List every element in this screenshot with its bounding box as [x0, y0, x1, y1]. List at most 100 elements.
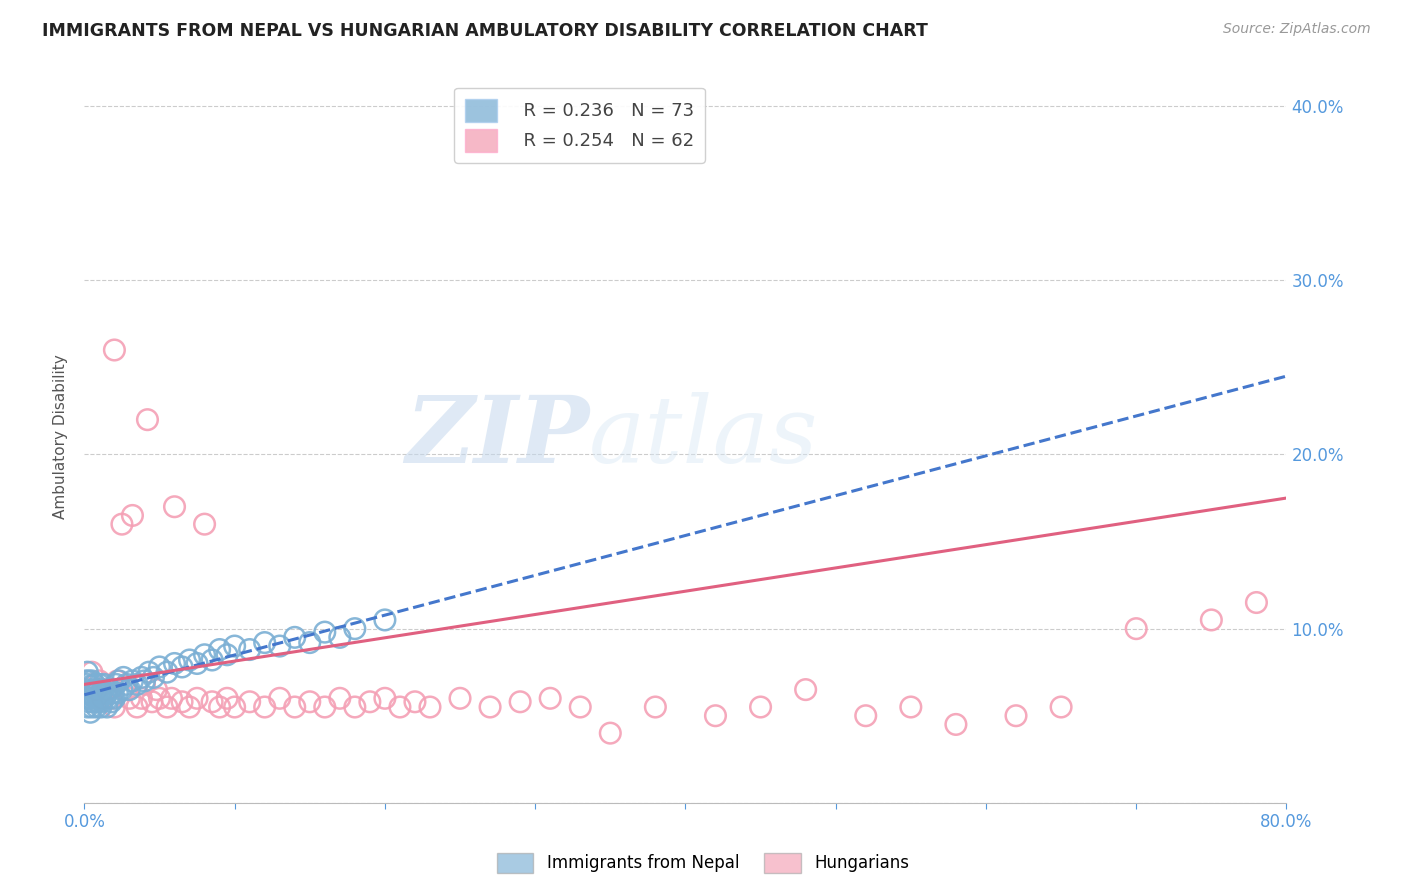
Point [239, 642, 262, 657]
Point [121, 673, 143, 688]
Point [269, 691, 291, 706]
Point [141, 695, 163, 709]
Point [87, 695, 110, 709]
Point [79, 679, 101, 693]
Point [91, 682, 114, 697]
Point [284, 631, 307, 645]
Point [89, 673, 111, 688]
Point [329, 631, 352, 645]
Point [343, 622, 366, 636]
Point [136, 412, 159, 426]
Point [100, 695, 122, 709]
Point [118, 691, 141, 706]
Point [76, 677, 98, 691]
Text: atlas: atlas [589, 392, 818, 482]
Point [194, 648, 217, 662]
Point [359, 695, 381, 709]
Point [186, 657, 208, 671]
Point [374, 691, 396, 706]
Point [76, 691, 98, 706]
Point [98, 682, 121, 697]
Point [115, 682, 138, 697]
Point [179, 653, 201, 667]
Point [90, 686, 112, 700]
Point [449, 691, 471, 706]
Point [80, 665, 103, 680]
Point [479, 700, 502, 714]
Point [329, 691, 352, 706]
Point [75, 673, 97, 688]
Point [148, 691, 170, 706]
Point [75, 682, 97, 697]
Point [80, 673, 103, 688]
Point [77, 695, 100, 709]
Point [599, 726, 621, 740]
Point [125, 677, 148, 691]
Point [284, 700, 307, 714]
Point [900, 700, 922, 714]
Legend:   R = 0.236   N = 73,   R = 0.254   N = 62: R = 0.236 N = 73, R = 0.254 N = 62 [454, 87, 704, 163]
Point [343, 700, 366, 714]
Legend: Immigrants from Nepal, Hungarians: Immigrants from Nepal, Hungarians [491, 847, 915, 880]
Point [134, 673, 156, 688]
Point [208, 642, 231, 657]
Point [156, 700, 179, 714]
Point [749, 700, 772, 714]
Point [93, 691, 115, 706]
Point [298, 635, 321, 649]
Point [118, 682, 141, 697]
Point [107, 673, 129, 688]
Point [224, 700, 246, 714]
Point [1246, 595, 1268, 609]
Point [644, 700, 666, 714]
Point [82, 682, 104, 697]
Point [80, 688, 103, 702]
Point [224, 639, 246, 653]
Point [76, 700, 98, 714]
Point [103, 691, 125, 706]
Point [170, 660, 193, 674]
Point [111, 682, 134, 697]
Point [101, 686, 124, 700]
Point [269, 639, 291, 653]
Text: Source: ZipAtlas.com: Source: ZipAtlas.com [1223, 22, 1371, 37]
Point [239, 695, 262, 709]
Point [163, 657, 186, 671]
Point [91, 695, 114, 709]
Point [148, 660, 170, 674]
Point [855, 708, 877, 723]
Point [79, 691, 101, 706]
Point [90, 700, 112, 714]
Point [103, 343, 125, 357]
Point [96, 682, 118, 697]
Point [186, 691, 208, 706]
Point [100, 691, 122, 706]
Point [86, 700, 108, 714]
Point [75, 691, 97, 706]
Y-axis label: Ambulatory Disability: Ambulatory Disability [53, 355, 69, 519]
Point [163, 500, 186, 514]
Point [419, 700, 441, 714]
Point [80, 700, 103, 714]
Point [111, 517, 134, 532]
Point [217, 691, 239, 706]
Point [201, 653, 224, 667]
Point [96, 700, 118, 714]
Point [91, 691, 114, 706]
Point [569, 700, 592, 714]
Point [89, 677, 111, 691]
Point [208, 700, 231, 714]
Point [77, 686, 100, 700]
Point [79, 705, 101, 719]
Point [77, 673, 100, 688]
Point [76, 665, 98, 680]
Point [945, 717, 967, 731]
Point [121, 508, 143, 523]
Point [112, 670, 135, 684]
Point [104, 677, 127, 691]
Point [160, 691, 183, 706]
Point [1005, 708, 1028, 723]
Point [314, 700, 336, 714]
Point [404, 695, 426, 709]
Point [1050, 700, 1073, 714]
